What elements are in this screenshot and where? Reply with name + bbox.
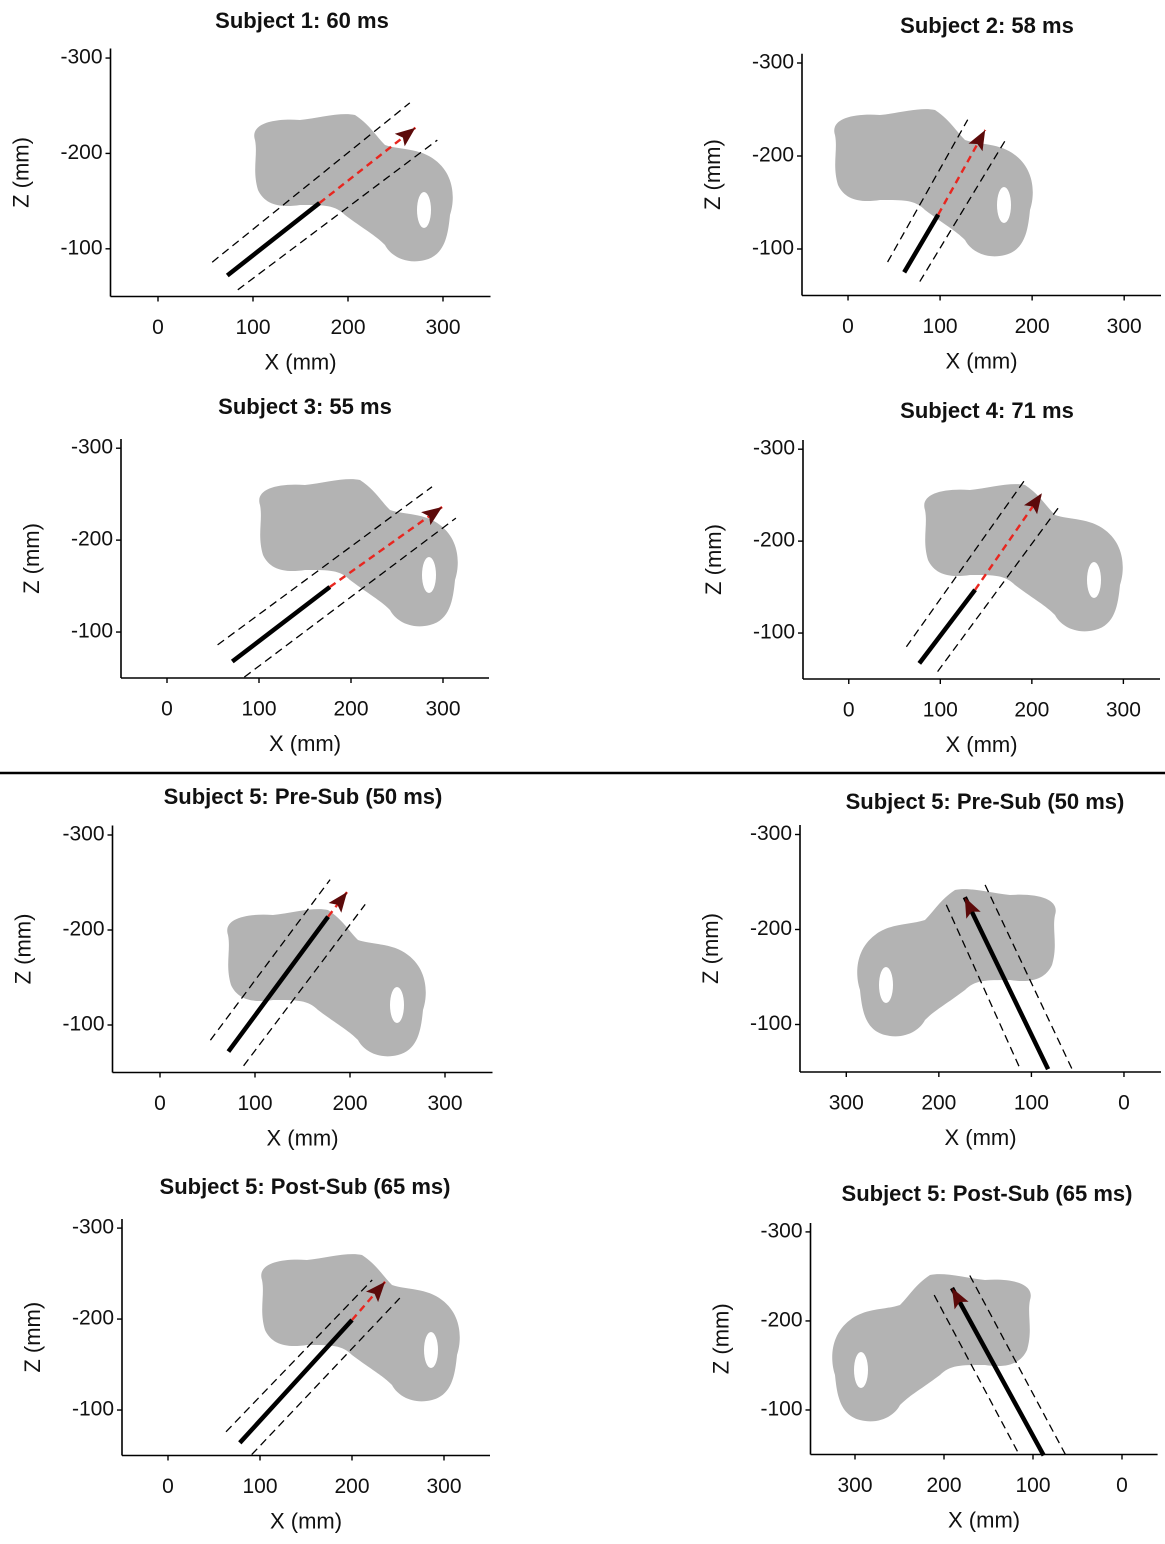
x-tick-label: 0: [1118, 1092, 1130, 1115]
panel-title: Subject 5: Post-Sub (65 ms): [842, 1181, 1133, 1206]
x-axis-label: X (mm): [266, 1125, 338, 1150]
x-tick-label: 100: [923, 315, 958, 338]
bone-outline: [834, 109, 1033, 256]
x-tick-label: 300: [426, 1475, 461, 1498]
y-axis-label: Z (mm): [698, 913, 723, 984]
y-tick-label: -200: [752, 144, 794, 167]
x-axis-label: X (mm): [270, 1508, 342, 1533]
x-tick-label: 100: [923, 699, 958, 722]
bone-outline: [832, 1274, 1031, 1421]
panel-title: Subject 4: 71 ms: [900, 398, 1074, 423]
y-axis-label: Z (mm): [10, 914, 35, 985]
x-tick-label: 100: [235, 316, 270, 339]
y-tick-label: -100: [60, 236, 102, 259]
arrowhead: [329, 892, 348, 913]
y-tick-label: -200: [72, 1307, 114, 1330]
page: Subject 1: 60 ms -300 -200 -100 0 100 200 300 X …: [0, 0, 1165, 1539]
figure: Subject 1: 60 ms -300 -200 -100 0 100 200 300 X …: [0, 0, 1165, 1539]
x-tick-label: 100: [237, 1092, 272, 1115]
y-tick-label: -100: [753, 621, 795, 644]
x-tick-label: 200: [333, 698, 368, 721]
panel-title: Subject 5: Pre-Sub (50 ms): [164, 784, 443, 809]
y-axis-label: Z (mm): [20, 1302, 45, 1373]
x-tick-label: 200: [1014, 699, 1049, 722]
x-tick-label: 300: [1107, 315, 1142, 338]
y-axis-label: Z (mm): [701, 524, 726, 595]
arrowhead: [395, 128, 416, 147]
y-axis-label: Z (mm): [708, 1303, 733, 1374]
y-tick-label: -200: [753, 529, 795, 552]
y-tick-label: -100: [62, 1013, 104, 1036]
y-tick-label: -200: [760, 1308, 802, 1331]
y-tick-label: -100: [750, 1012, 792, 1035]
y-tick-label: -300: [71, 436, 113, 459]
panel-title: Subject 5: Post-Sub (65 ms): [160, 1174, 451, 1199]
y-tick-label: -100: [752, 237, 794, 260]
x-tick-label: 300: [427, 1092, 462, 1115]
y-tick-label: -100: [71, 620, 113, 643]
x-tick-label: 0: [152, 316, 164, 339]
panel-title: Subject 1: 60 ms: [215, 8, 389, 33]
y-tick-label: -300: [750, 822, 792, 845]
x-tick-label: 200: [926, 1474, 961, 1497]
x-tick-label: 100: [241, 698, 276, 721]
y-tick-label: -300: [62, 823, 104, 846]
x-axis-label: X (mm): [944, 1125, 1016, 1150]
x-tick-label: 200: [330, 316, 365, 339]
y-tick-label: -300: [753, 437, 795, 460]
bone-outline: [259, 479, 458, 626]
y-tick-label: -300: [60, 46, 102, 69]
x-tick-label: 200: [921, 1092, 956, 1115]
x-tick-label: 300: [1106, 699, 1141, 722]
y-tick-label: -200: [71, 528, 113, 551]
panel-title: Subject 5: Pre-Sub (50 ms): [846, 789, 1125, 814]
x-tick-label: 0: [162, 1475, 174, 1498]
x-tick-label: 0: [154, 1092, 166, 1115]
bone-outline: [227, 909, 426, 1056]
x-tick-label: 200: [1015, 315, 1050, 338]
y-tick-label: -100: [760, 1398, 802, 1421]
x-axis-label: X (mm): [948, 1507, 1020, 1532]
x-axis-label: X (mm): [264, 349, 336, 374]
x-tick-label: 100: [1015, 1474, 1050, 1497]
x-tick-label: 100: [1014, 1092, 1049, 1115]
x-tick-label: 0: [842, 315, 854, 338]
x-tick-label: 300: [837, 1474, 872, 1497]
y-axis-label: Z (mm): [8, 137, 33, 208]
x-tick-label: 300: [829, 1092, 864, 1115]
bone-outline: [924, 484, 1123, 631]
x-tick-label: 200: [334, 1475, 369, 1498]
y-tick-label: -300: [72, 1216, 114, 1239]
x-tick-label: 0: [843, 699, 855, 722]
y-tick-label: -200: [62, 918, 104, 941]
y-axis-label: Z (mm): [19, 523, 44, 594]
trajectory-line: [919, 590, 975, 664]
y-tick-label: -300: [752, 51, 794, 74]
y-axis-label: Z (mm): [700, 139, 725, 210]
bone-outline: [261, 1254, 460, 1401]
x-tick-label: 200: [332, 1092, 367, 1115]
x-tick-label: 0: [1116, 1474, 1128, 1497]
y-tick-label: -200: [750, 917, 792, 940]
y-tick-label: -300: [760, 1219, 802, 1242]
bone-outline: [254, 114, 453, 261]
panel-title: Subject 2: 58 ms: [900, 13, 1074, 38]
y-tick-label: -200: [60, 141, 102, 164]
x-tick-label: 300: [425, 698, 460, 721]
x-axis-label: X (mm): [945, 732, 1017, 757]
x-tick-label: 300: [425, 316, 460, 339]
x-tick-label: 0: [161, 698, 173, 721]
panel-title: Subject 3: 55 ms: [218, 394, 392, 419]
bone-outline: [857, 889, 1056, 1036]
x-axis-label: X (mm): [945, 348, 1017, 373]
x-axis-label: X (mm): [269, 731, 341, 756]
y-tick-label: -100: [72, 1398, 114, 1421]
x-tick-label: 100: [242, 1475, 277, 1498]
